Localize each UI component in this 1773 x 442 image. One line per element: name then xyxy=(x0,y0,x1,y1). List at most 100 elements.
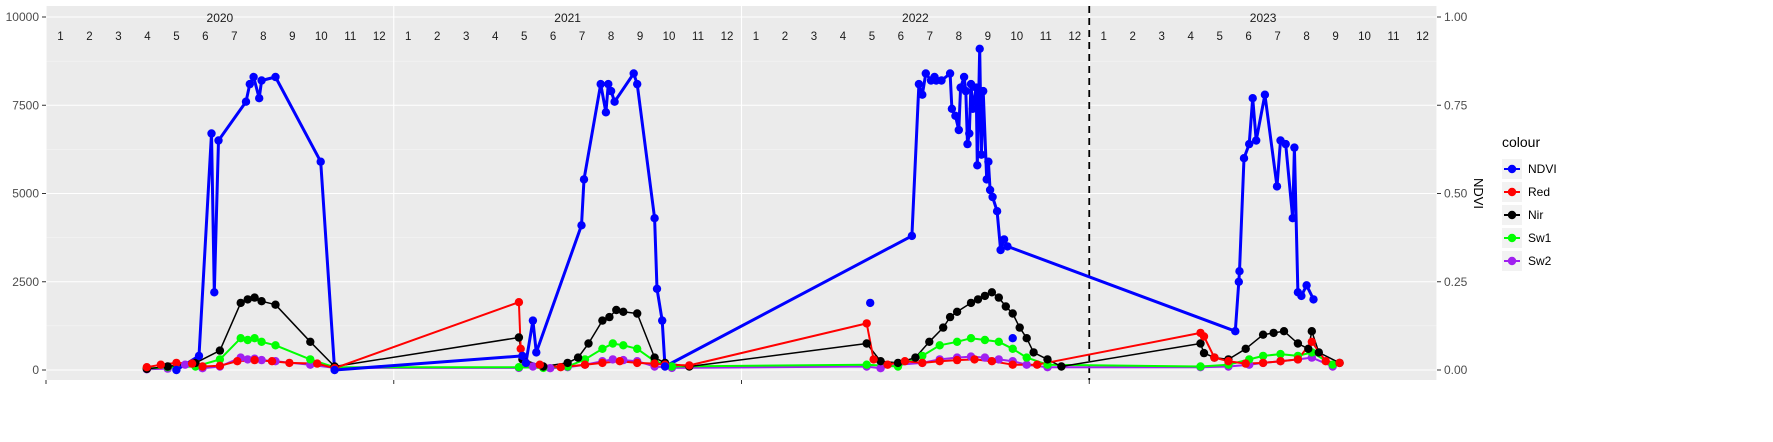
point-ndvi xyxy=(979,86,988,96)
point-sw1 xyxy=(1196,362,1205,371)
point-sw2 xyxy=(980,353,990,362)
point-sw2 xyxy=(257,355,266,365)
point-nir xyxy=(1241,344,1250,353)
point-red xyxy=(1293,355,1303,364)
point-nir xyxy=(215,346,225,355)
month-label: 2 xyxy=(1130,31,1136,43)
point-nir xyxy=(1258,330,1268,339)
point-red xyxy=(862,319,871,328)
point-red xyxy=(535,360,544,369)
point-nir xyxy=(1057,362,1066,371)
legend-title: colour xyxy=(1502,134,1540,150)
month-label: 5 xyxy=(173,31,179,43)
point-nir xyxy=(862,339,871,348)
point-red xyxy=(598,358,607,368)
point-ndvi xyxy=(1288,214,1297,223)
point-ndvi xyxy=(650,214,659,223)
point-ndvi xyxy=(1003,242,1012,251)
point-nir xyxy=(876,357,885,366)
month-label: 1 xyxy=(1101,31,1107,43)
point-nir xyxy=(563,358,572,368)
point-ndvi xyxy=(579,175,589,184)
point-sw2 xyxy=(546,364,555,373)
point-red xyxy=(516,344,525,353)
point-ndvi xyxy=(1234,277,1244,286)
axes: 0 2500 5000 7500 10000 0.00 0.25 0.50 0.75 1.00 ND… xyxy=(6,10,1486,384)
point-ndvi xyxy=(1297,291,1306,301)
point-nir xyxy=(1029,348,1038,357)
point-ndvi xyxy=(1290,143,1299,152)
y2-tick-label: 0.00 xyxy=(1444,363,1468,377)
month-label: 7 xyxy=(231,31,237,43)
point-nir xyxy=(966,298,976,308)
legend-key-nir xyxy=(1507,210,1517,220)
point-ndvi xyxy=(521,358,531,368)
point-red xyxy=(187,359,197,368)
point-red xyxy=(142,363,151,372)
point-red xyxy=(233,357,242,366)
y-tick-label: 2500 xyxy=(12,275,39,289)
point-ndvi xyxy=(965,129,974,138)
point-nir xyxy=(306,337,315,346)
point-nir xyxy=(1304,344,1313,353)
month-label: 10 xyxy=(1010,31,1023,43)
month-label: 8 xyxy=(956,31,962,43)
point-sw1 xyxy=(1276,349,1285,359)
point-ndvi xyxy=(660,362,670,371)
point-ndvi xyxy=(1281,139,1290,149)
point-ndvi xyxy=(1302,281,1311,290)
point-sw1 xyxy=(633,344,642,353)
month-label: 5 xyxy=(521,31,527,43)
point-sw1 xyxy=(1328,360,1337,369)
point-ndvi xyxy=(961,86,970,96)
month-label: 7 xyxy=(579,31,585,43)
point-red xyxy=(1224,357,1233,366)
y-tick-label: 0 xyxy=(32,363,39,377)
point-ndvi xyxy=(1272,182,1282,191)
point-sw1 xyxy=(236,334,245,343)
point-ndvi xyxy=(921,69,930,78)
y-tick-label: 7500 xyxy=(12,98,39,112)
point-nir xyxy=(1196,339,1205,348)
point-sw1 xyxy=(1258,351,1268,361)
legend-label: Sw2 xyxy=(1528,254,1552,268)
point-ndvi xyxy=(604,79,613,89)
point-nir xyxy=(1293,339,1303,348)
point-red xyxy=(156,360,165,369)
legend-key-sw1 xyxy=(1507,233,1517,243)
point-ndvi xyxy=(988,192,997,202)
point-ndvi xyxy=(992,207,1002,216)
point-nir xyxy=(1199,348,1209,358)
point-ndvi xyxy=(596,79,605,89)
month-label: 9 xyxy=(289,31,295,43)
point-ndvi xyxy=(1245,139,1254,149)
point-nir xyxy=(925,337,934,346)
month-label: 12 xyxy=(373,31,386,43)
point-ndvi xyxy=(914,79,924,89)
point-red xyxy=(970,355,979,364)
legend: colour NDVI Red Nir Sw1 Sw2 xyxy=(1502,134,1557,271)
point-red xyxy=(313,359,322,368)
point-ndvi xyxy=(973,161,982,170)
point-sw1 xyxy=(862,360,871,369)
point-sw1 xyxy=(952,337,962,346)
month-label: 2 xyxy=(434,31,440,43)
point-ndvi xyxy=(954,125,963,135)
month-label: 1 xyxy=(405,31,411,43)
point-ndvi xyxy=(601,108,611,117)
point-nir xyxy=(650,353,659,362)
year-label: 2020 xyxy=(207,11,234,25)
point-ndvi xyxy=(1231,327,1240,336)
point-red xyxy=(918,358,927,368)
legend-label: Sw1 xyxy=(1528,231,1552,245)
point-red xyxy=(987,357,997,366)
month-label: 9 xyxy=(1332,31,1338,43)
point-nir xyxy=(939,323,948,332)
y2-tick-label: 0.50 xyxy=(1444,187,1468,201)
point-ndvi xyxy=(245,79,254,89)
point-sw2 xyxy=(243,355,252,364)
point-red xyxy=(615,357,624,366)
point-red xyxy=(285,358,294,368)
month-label: 6 xyxy=(550,31,556,43)
